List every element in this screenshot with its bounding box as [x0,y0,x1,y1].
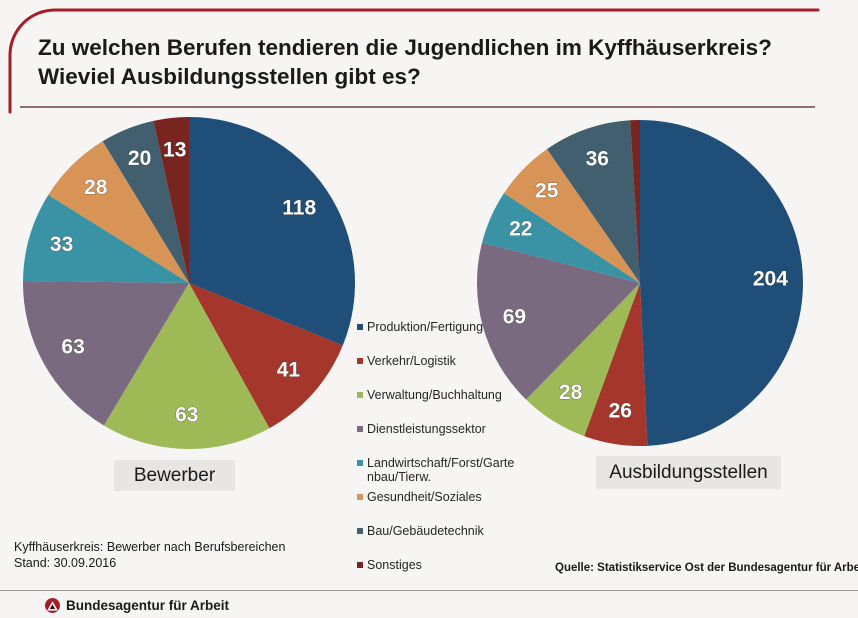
svg-text:204: 204 [753,268,788,291]
svg-text:63: 63 [175,403,198,426]
svg-text:36: 36 [586,147,609,170]
svg-text:20: 20 [128,147,151,170]
svg-text:28: 28 [84,176,108,199]
svg-text:118: 118 [282,196,316,219]
svg-text:26: 26 [609,399,632,422]
svg-text:33: 33 [50,233,73,256]
svg-text:28: 28 [559,381,583,404]
svg-text:63: 63 [61,335,84,358]
svg-text:69: 69 [503,306,526,329]
svg-text:25: 25 [535,179,559,202]
svg-text:41: 41 [277,359,301,382]
svg-text:13: 13 [163,139,186,162]
svg-text:22: 22 [509,218,532,241]
